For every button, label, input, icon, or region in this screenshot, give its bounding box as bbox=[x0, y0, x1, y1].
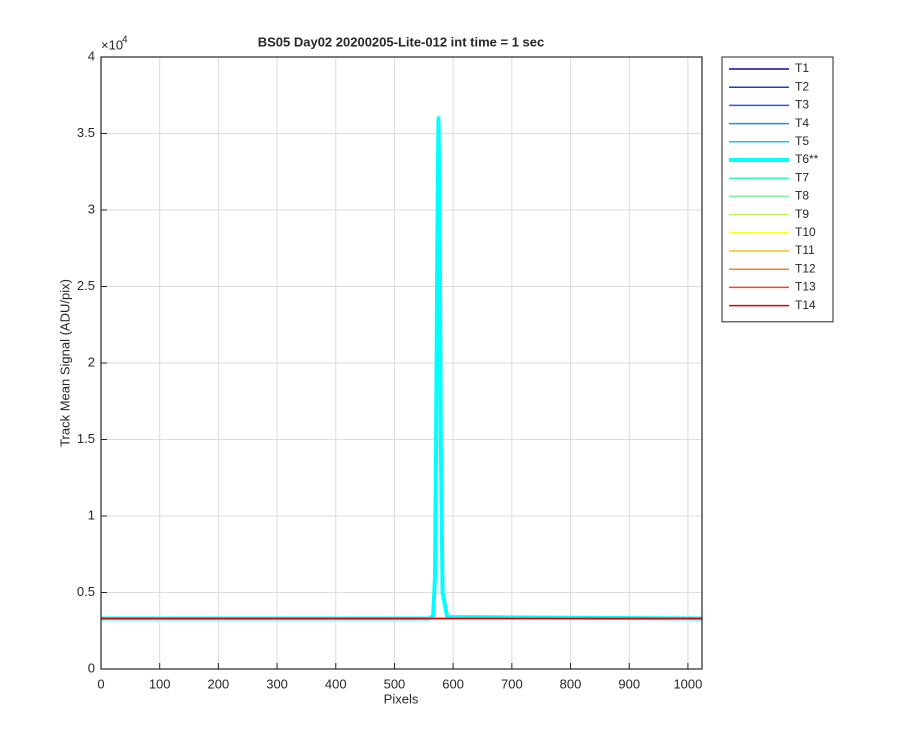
legend-label: T10 bbox=[795, 225, 816, 239]
legend-label: T9 bbox=[795, 207, 809, 221]
legend-label: T4 bbox=[795, 116, 809, 130]
x-tick-label: 900 bbox=[618, 676, 640, 691]
legend-label: T5 bbox=[795, 134, 809, 148]
y-multiplier-exponent: 4 bbox=[122, 35, 128, 46]
y-tick-label: 3.5 bbox=[77, 125, 95, 140]
x-tick-label: 500 bbox=[384, 676, 406, 691]
legend-label: T12 bbox=[795, 261, 816, 275]
x-tick-label: 800 bbox=[560, 676, 582, 691]
x-tick-label: 0 bbox=[97, 676, 104, 691]
legend-label: T7 bbox=[795, 170, 809, 184]
y-multiplier: ×10 bbox=[101, 37, 123, 52]
legend-label: T3 bbox=[795, 98, 809, 112]
y-tick-label: 2 bbox=[88, 354, 95, 369]
x-tick-label: 600 bbox=[442, 676, 464, 691]
y-tick-label: 2.5 bbox=[77, 278, 95, 293]
x-tick-label: 700 bbox=[501, 676, 523, 691]
legend-label: T1 bbox=[795, 61, 809, 75]
x-tick-label: 200 bbox=[208, 676, 230, 691]
legend-label: T6** bbox=[795, 152, 819, 166]
legend-label: T11 bbox=[795, 243, 815, 257]
x-axis-label: Pixels bbox=[384, 691, 419, 706]
y-tick-label: 3 bbox=[88, 201, 95, 216]
legend-label: T8 bbox=[795, 189, 809, 203]
series-line bbox=[101, 116, 703, 621]
y-tick-label: 0 bbox=[88, 660, 95, 675]
legend-label: T13 bbox=[795, 280, 816, 294]
y-tick-label: 0.5 bbox=[77, 584, 95, 599]
x-tick-label: 400 bbox=[325, 676, 347, 691]
legend-box bbox=[721, 56, 834, 323]
y-tick-label: 1.5 bbox=[77, 431, 95, 446]
y-tick-label: 4 bbox=[88, 48, 95, 63]
x-tick-label: 300 bbox=[266, 676, 288, 691]
x-tick-label: 1000 bbox=[673, 676, 702, 691]
plot-frame bbox=[100, 56, 703, 670]
x-tick-label: 100 bbox=[149, 676, 171, 691]
legend-label: T14 bbox=[795, 298, 816, 312]
y-axis-label: Track Mean Signal (ADU/pix) bbox=[57, 279, 72, 447]
chart-title: BS05 Day02 20200205-Lite-012 int time = … bbox=[258, 34, 545, 49]
y-tick-label: 1 bbox=[88, 507, 95, 522]
legend-label: T2 bbox=[795, 79, 809, 93]
